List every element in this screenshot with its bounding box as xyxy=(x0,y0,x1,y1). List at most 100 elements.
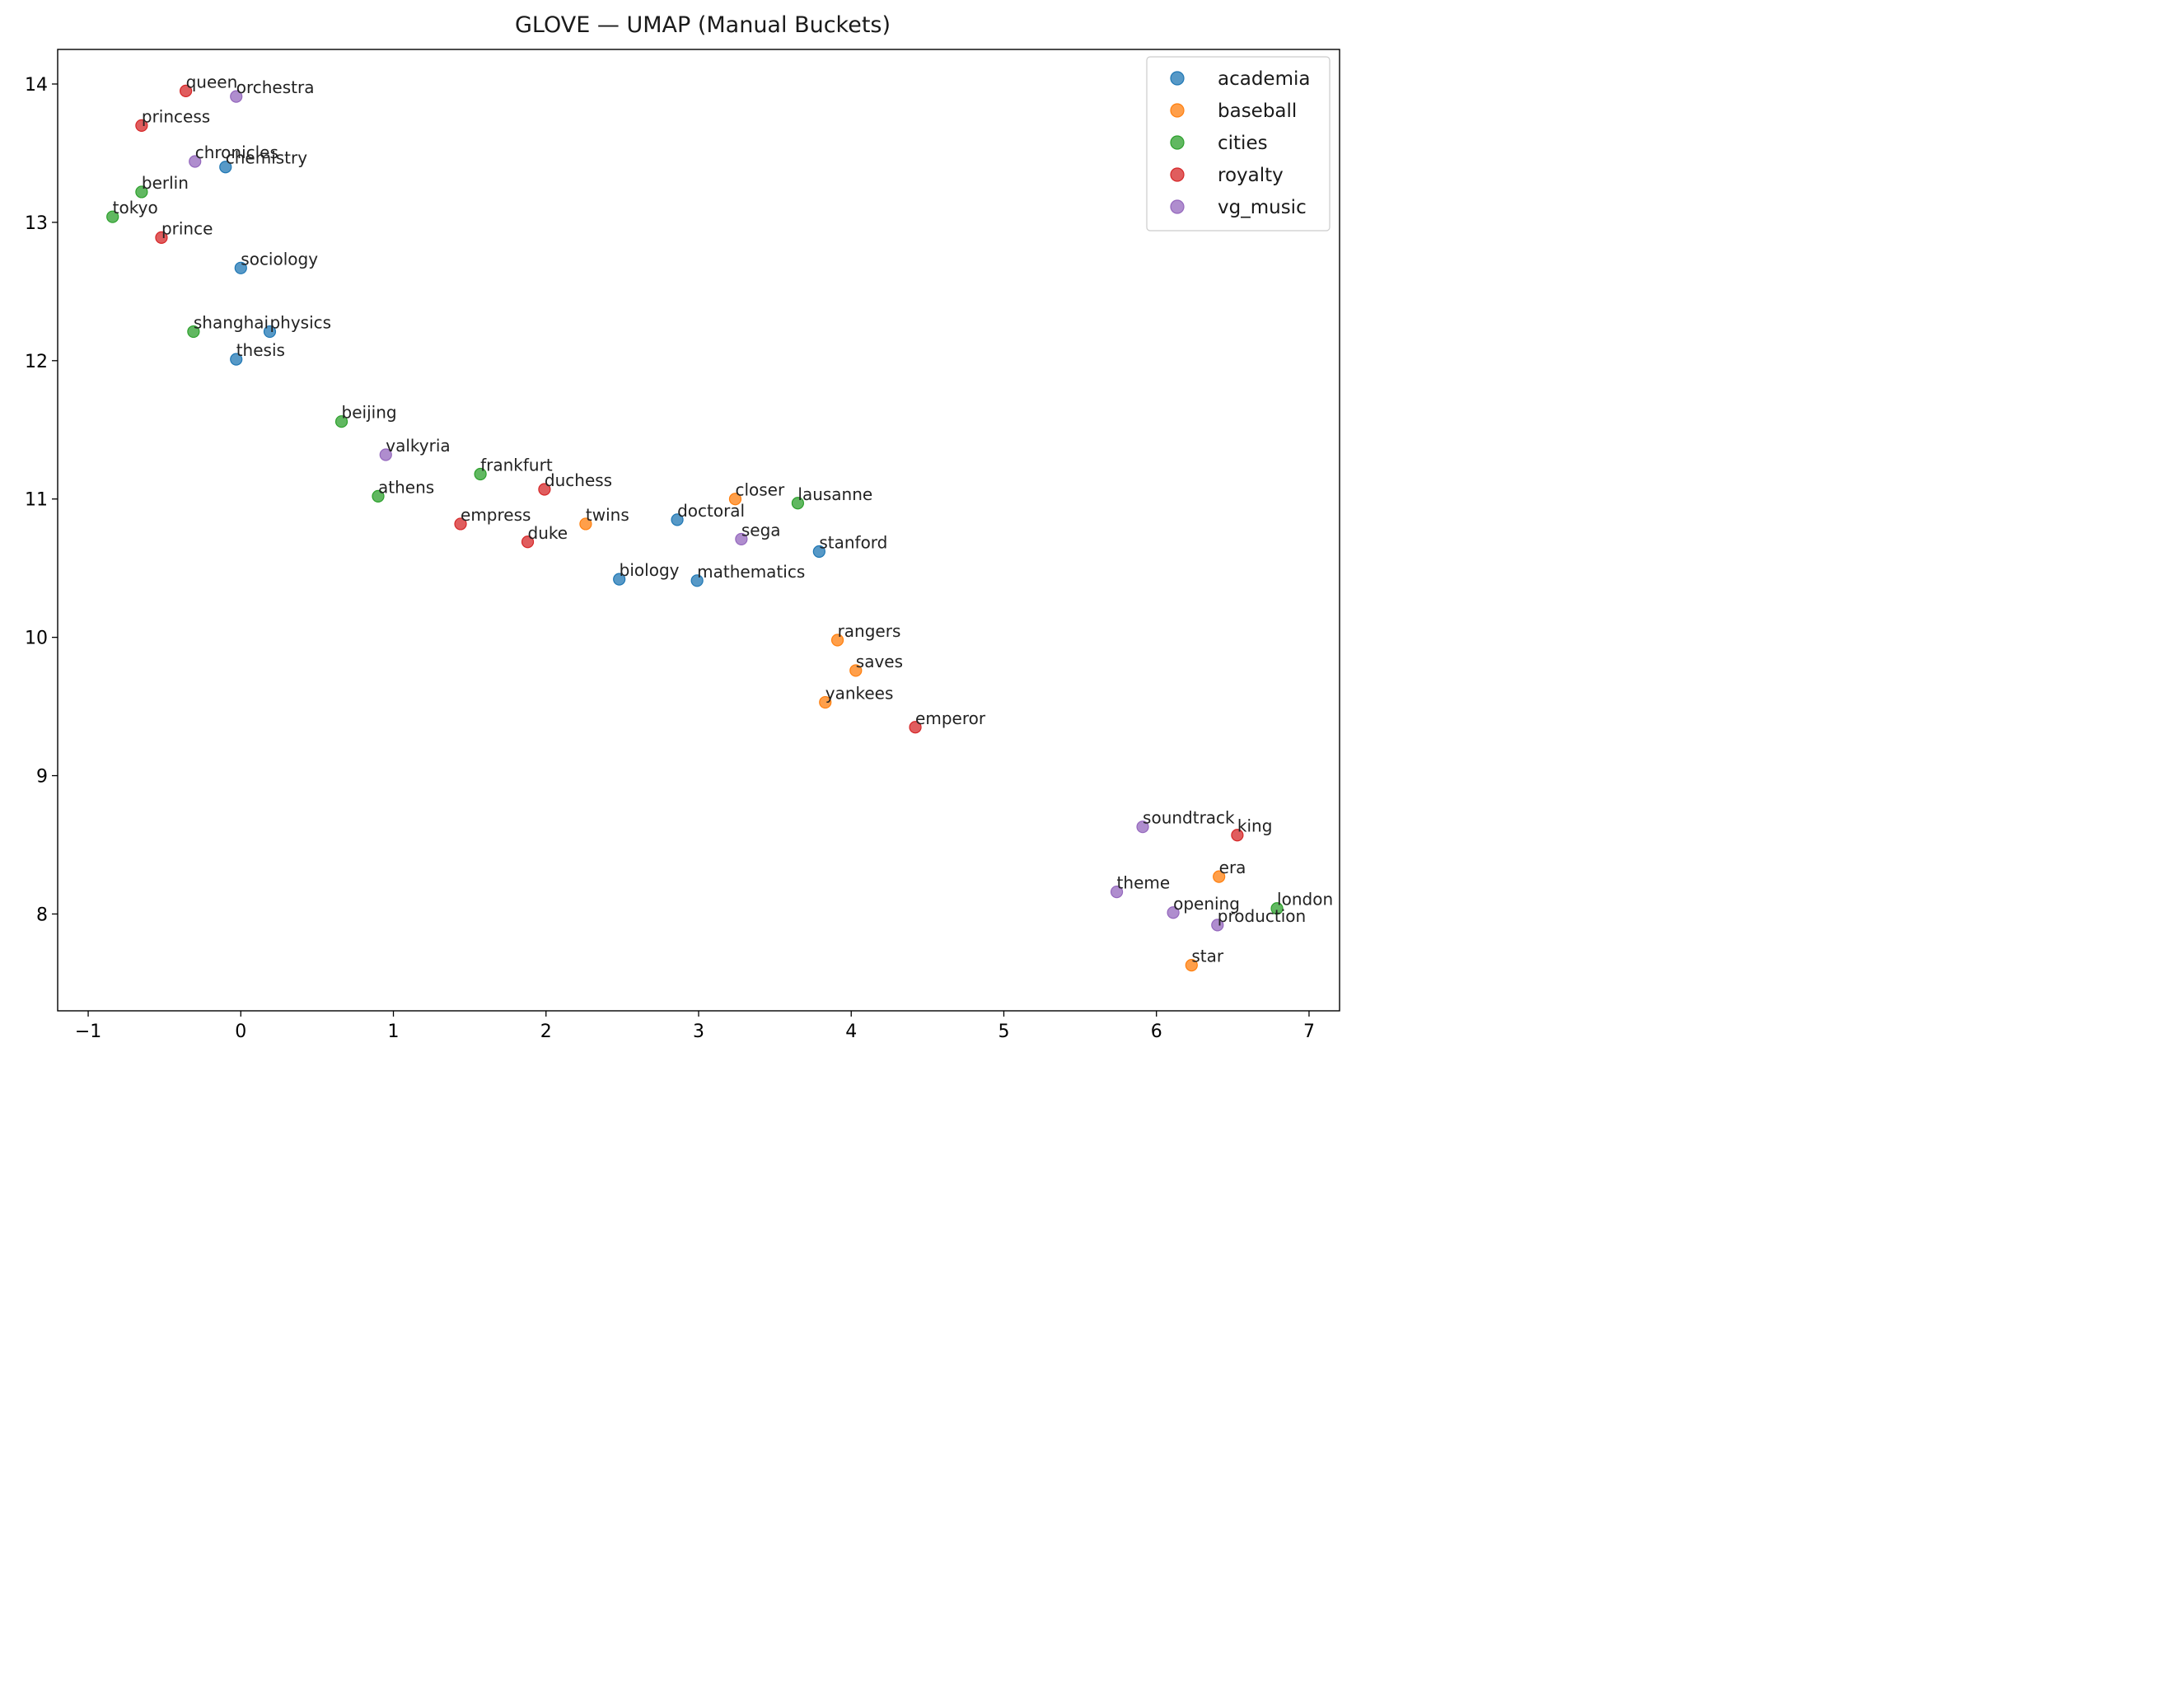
point-label-theme: theme xyxy=(1117,873,1171,893)
point-label-thesis: thesis xyxy=(236,340,285,360)
point-london xyxy=(1270,902,1284,915)
point-label-era: era xyxy=(1219,858,1246,877)
scatter-chart: GLOVE — UMAP (Manual Buckets) chemistry s… xyxy=(0,0,1360,1043)
point-soundtrack xyxy=(1136,821,1149,834)
point-beijing xyxy=(334,415,348,428)
y-tick-label: 14 xyxy=(25,75,48,96)
point-chemistry xyxy=(219,161,232,174)
y-tick-label: 11 xyxy=(25,490,48,511)
point-label-mathematics: mathematics xyxy=(697,562,805,582)
point-label-chemistry: chemistry xyxy=(226,148,308,168)
point-chronicles xyxy=(189,155,202,168)
legend-marker-academia xyxy=(1170,71,1185,86)
y-tick-label: 12 xyxy=(25,352,48,372)
point-label-queen: queen xyxy=(186,72,238,91)
point-twins xyxy=(579,517,592,531)
legend-label-royalty: royalty xyxy=(1218,165,1284,186)
point-label-london: london xyxy=(1277,890,1333,909)
point-label-star: star xyxy=(1191,947,1224,966)
point-label-king: king xyxy=(1237,816,1273,836)
points-layer xyxy=(106,84,1284,972)
point-label-valkyria: valkyria xyxy=(386,436,450,456)
legend: academia baseball cities royalty vg_music xyxy=(1146,56,1331,231)
point-label-duke: duke xyxy=(528,523,568,543)
point-label-rangers: rangers xyxy=(838,621,901,641)
y-axis: 8 9 10 11 12 13 14 xyxy=(25,75,58,925)
point-king xyxy=(1231,829,1244,842)
point-label-chronicles: chronicles xyxy=(195,143,278,162)
x-tick-label: 3 xyxy=(693,1022,704,1042)
point-duke xyxy=(521,535,535,549)
point-sociology xyxy=(234,261,247,274)
point-empress xyxy=(454,517,467,531)
x-tick-label: 0 xyxy=(235,1022,246,1042)
point-label-empress: empress xyxy=(461,505,531,525)
point-label-closer: closer xyxy=(735,480,785,500)
point-princess xyxy=(135,119,148,132)
legend-marker-vg-music xyxy=(1170,199,1185,214)
x-axis: −1 0 1 2 3 4 5 6 7 xyxy=(75,1011,1315,1042)
point-sega xyxy=(735,532,748,546)
legend-label-baseball: baseball xyxy=(1218,101,1297,122)
point-label-orchestra: orchestra xyxy=(236,77,315,97)
legend-label-academia: academia xyxy=(1218,68,1310,90)
point-theme xyxy=(1110,885,1124,899)
x-tick-label: 1 xyxy=(388,1022,400,1042)
point-label-stanford: stanford xyxy=(819,533,887,553)
legend-marker-royalty xyxy=(1170,167,1185,182)
point-label-tokyo: tokyo xyxy=(113,198,158,217)
point-opening xyxy=(1167,906,1180,919)
point-star xyxy=(1185,958,1198,972)
point-label-soundtrack: soundtrack xyxy=(1143,808,1235,828)
point-label-sega: sega xyxy=(741,520,781,540)
point-label-lausanne: lausanne xyxy=(797,484,872,504)
point-label-doctoral: doctoral xyxy=(677,501,745,521)
point-label-physics: physics xyxy=(269,313,331,333)
point-label-shanghai: shanghai xyxy=(194,313,269,333)
point-physics xyxy=(263,325,277,339)
point-lausanne xyxy=(791,497,805,510)
point-label-athens: athens xyxy=(378,477,434,497)
point-emperor xyxy=(909,721,922,734)
point-label-duchess: duchess xyxy=(545,470,612,490)
point-mathematics xyxy=(690,574,704,587)
point-production xyxy=(1211,919,1224,932)
x-tick-label: 4 xyxy=(845,1022,857,1042)
point-era xyxy=(1213,870,1226,883)
point-doctoral xyxy=(671,513,684,526)
chart-title: GLOVE — UMAP (Manual Buckets) xyxy=(515,12,891,38)
point-tokyo xyxy=(106,210,119,223)
point-closer xyxy=(728,493,742,506)
point-labels-layer: chemistrysociologyphysicsthesisdoctorals… xyxy=(113,72,1333,966)
point-label-yankees: yankees xyxy=(825,684,894,704)
point-label-beijing: beijing xyxy=(342,403,397,423)
point-yankees xyxy=(819,695,832,709)
point-label-sociology: sociology xyxy=(241,249,318,269)
point-label-saves: saves xyxy=(856,652,903,671)
point-orchestra xyxy=(230,90,243,103)
point-label-frankfurt: frankfurt xyxy=(480,455,553,475)
x-tick-label: 5 xyxy=(998,1022,1009,1042)
point-biology xyxy=(613,573,626,586)
y-tick-label: 13 xyxy=(25,213,48,234)
legend-box xyxy=(1146,56,1331,231)
y-tick-label: 10 xyxy=(25,629,48,649)
point-label-twins: twins xyxy=(586,505,629,525)
legend-marker-baseball xyxy=(1170,103,1185,118)
point-shanghai xyxy=(187,325,200,339)
point-duchess xyxy=(538,483,551,496)
point-rangers xyxy=(830,634,844,647)
point-label-production: production xyxy=(1218,906,1306,926)
legend-label-cities: cities xyxy=(1218,133,1268,154)
point-label-emperor: emperor xyxy=(915,708,986,728)
point-thesis xyxy=(230,353,243,366)
x-tick-label: 6 xyxy=(1151,1022,1162,1042)
point-label-berlin: berlin xyxy=(142,173,189,193)
point-label-opening: opening xyxy=(1173,894,1240,914)
x-tick-label: 7 xyxy=(1303,1022,1315,1042)
point-label-biology: biology xyxy=(620,560,680,580)
point-berlin xyxy=(135,185,148,199)
point-label-prince: prince xyxy=(161,218,213,238)
point-valkyria xyxy=(379,448,392,461)
point-stanford xyxy=(812,545,825,559)
